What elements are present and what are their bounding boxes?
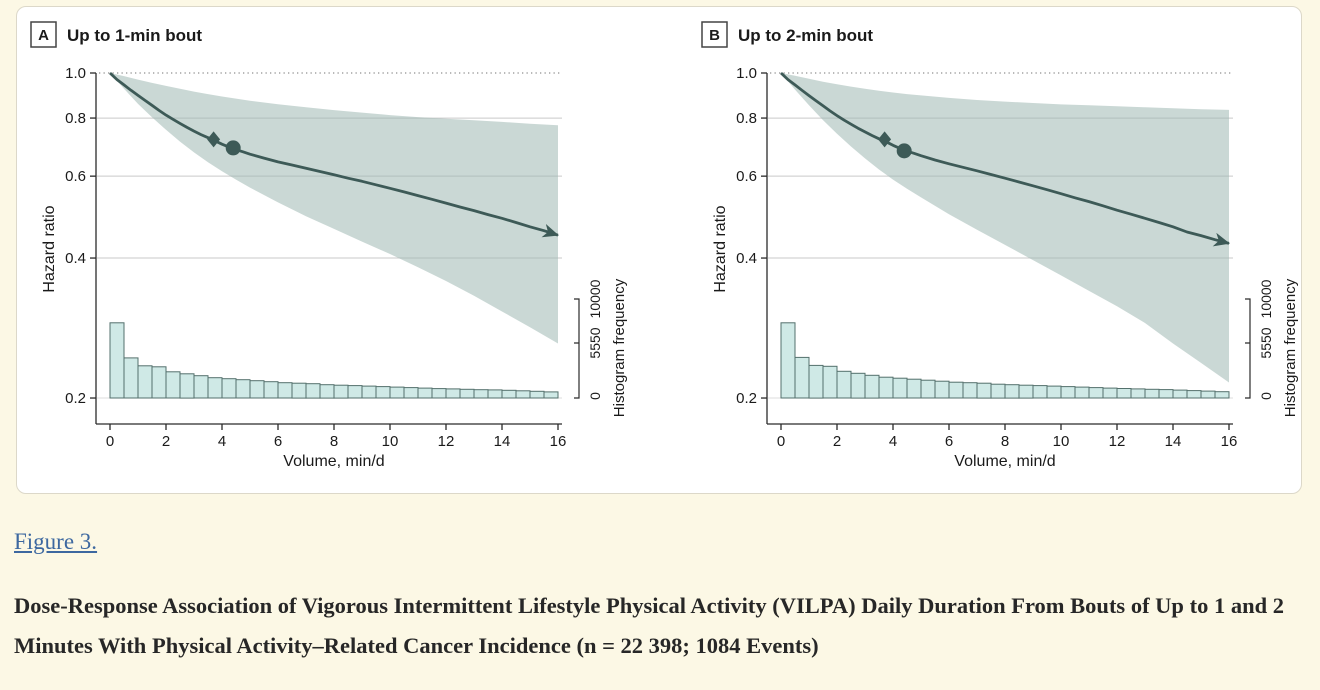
panel-a-chart: 1.0 0.8 0.6 0.4 0.2 0 2 4 6 8 10 12 14 16 Hazard ratio…	[30, 21, 628, 470]
svg-text:4: 4	[218, 433, 226, 450]
svg-text:Up to 1-min bout: Up to 1-min bout	[67, 26, 202, 45]
svg-text:8: 8	[1001, 433, 1009, 450]
svg-text:B: B	[709, 27, 720, 44]
panel-header: B Up to 2-min bout	[701, 21, 873, 48]
y-axis-label: Hazard ratio	[41, 205, 58, 292]
histogram	[109, 322, 559, 399]
hazard-ratio-curve	[109, 71, 559, 238]
svg-text:12: 12	[438, 433, 455, 450]
histogram-frequency-label: Histogram frequency	[1282, 278, 1299, 417]
circle-marker	[225, 140, 241, 156]
figure-link-row: Figure 3.	[14, 529, 97, 555]
svg-text:Volume, min/d: Volume, min/d	[954, 453, 1055, 470]
circle-marker	[896, 143, 912, 159]
freq-tick-10000: 10000	[587, 279, 603, 318]
dose-markers	[207, 131, 241, 156]
hazard-ratio-curve	[780, 71, 1230, 247]
svg-text:12: 12	[1109, 433, 1126, 450]
svg-text:6: 6	[945, 433, 953, 450]
svg-text:A: A	[38, 27, 49, 44]
svg-text:2: 2	[162, 433, 170, 450]
svg-text:Volume, min/d: Volume, min/d	[283, 453, 384, 470]
svg-text:0.4: 0.4	[65, 250, 86, 267]
axes: 1.0 0.8 0.6 0.4 0.2 0 2 4 6 8 10 12 14 16	[736, 65, 1237, 450]
diamond-marker	[207, 131, 221, 148]
svg-text:10: 10	[382, 433, 399, 450]
histogram-frequency-label: Histogram frequency	[611, 278, 628, 417]
svg-text:0.4: 0.4	[736, 250, 757, 267]
axes: 1.0 0.8 0.6 0.4 0.2 0 2 4 6 8 10 12 14 16	[65, 65, 566, 450]
svg-text:16: 16	[1221, 433, 1238, 450]
svg-text:Up to 2-min bout: Up to 2-min bout	[738, 26, 873, 45]
svg-text:14: 14	[1165, 433, 1182, 450]
svg-text:14: 14	[494, 433, 511, 450]
svg-text:6: 6	[274, 433, 282, 450]
panel-b-chart: 1.0 0.8 0.6 0.4 0.2 0 2 4 6 8 10 12 14 16 Hazard ratio…	[701, 21, 1299, 470]
svg-text:0.2: 0.2	[65, 390, 86, 407]
svg-text:1.0: 1.0	[736, 65, 757, 82]
diamond-marker	[878, 131, 892, 148]
frequency-axis: 0 5550 10000 Histogram frequency	[574, 278, 628, 417]
freq-tick-0: 0	[1258, 392, 1274, 400]
svg-text:4: 4	[889, 433, 897, 450]
freq-tick-0: 0	[587, 392, 603, 400]
panel-header: A Up to 1-min bout	[30, 21, 202, 48]
svg-text:1.0: 1.0	[65, 65, 86, 82]
frequency-axis: 0 5550 10000 Histogram frequency	[1245, 278, 1299, 417]
freq-tick-10000: 10000	[1258, 279, 1274, 318]
svg-text:2: 2	[833, 433, 841, 450]
freq-tick-5550: 5550	[587, 327, 603, 358]
svg-text:16: 16	[550, 433, 567, 450]
histogram	[780, 322, 1230, 399]
svg-text:0.8: 0.8	[736, 110, 757, 127]
svg-text:0.8: 0.8	[65, 110, 86, 127]
svg-text:0: 0	[777, 433, 785, 450]
freq-tick-5550: 5550	[1258, 327, 1274, 358]
svg-text:0.6: 0.6	[65, 168, 86, 185]
ci-band	[781, 73, 1229, 383]
svg-text:0.2: 0.2	[736, 390, 757, 407]
figure-card: 1.0 0.8 0.6 0.4 0.2 0 2 4 6 8 10 12 14 16 Hazard ratio…	[16, 6, 1302, 494]
figure-caption: Dose-Response Association of Vigorous In…	[14, 593, 1284, 658]
svg-text:0: 0	[106, 433, 114, 450]
dose-markers	[878, 131, 912, 159]
ci-band	[110, 73, 558, 344]
x-axis-label: Volume, min/d	[954, 453, 1055, 470]
y-axis-label: Hazard ratio	[712, 205, 729, 292]
x-axis-label: Volume, min/d	[283, 453, 384, 470]
svg-text:10: 10	[1053, 433, 1070, 450]
figure-link[interactable]: Figure 3.	[14, 529, 98, 554]
svg-text:0.6: 0.6	[736, 168, 757, 185]
svg-text:8: 8	[330, 433, 338, 450]
